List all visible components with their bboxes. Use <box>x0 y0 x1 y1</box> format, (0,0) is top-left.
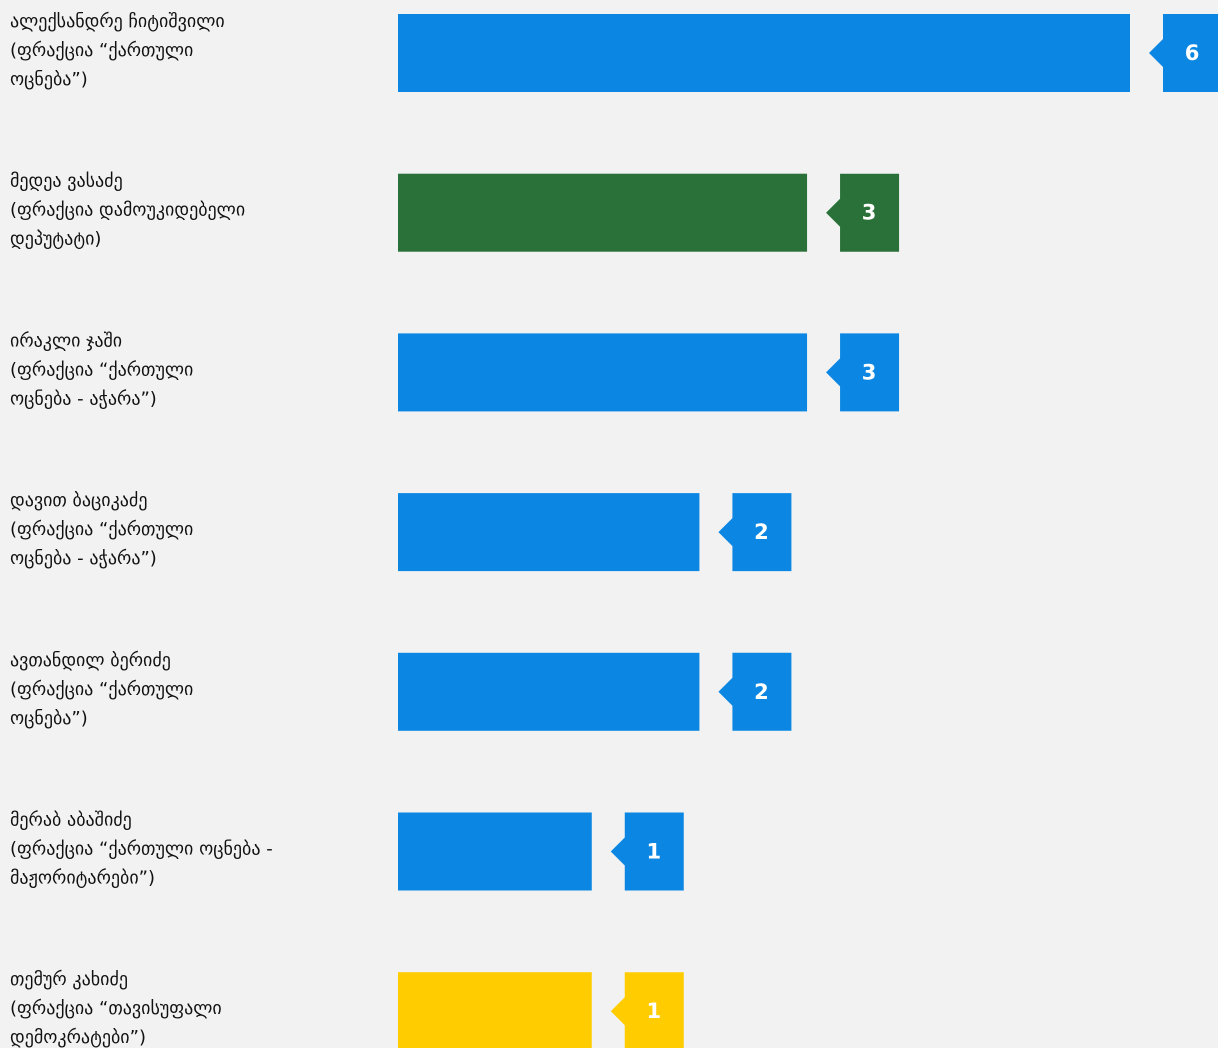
category-label: მედეა ვასაძე <box>10 171 123 192</box>
category-label: მერაბ აბაშიძე <box>10 810 132 831</box>
bar <box>398 652 700 731</box>
value-badge <box>826 173 900 252</box>
value-label: 3 <box>862 360 877 384</box>
category-label: ირაკლი ჯაში <box>10 330 122 351</box>
category-label: მაჟორიტარები”) <box>10 868 155 889</box>
category-label: ალექსანდრე ჩიტიშვილი <box>10 11 225 32</box>
category-label: დემოკრატები”) <box>10 1027 146 1048</box>
category-label: (ფრაქცია დამოუკიდებელი <box>10 200 245 221</box>
bar <box>398 972 592 1048</box>
bar <box>398 493 700 572</box>
category-label: თემურ კახიძე <box>10 969 128 990</box>
category-label: ოცნება - აჭარა”) <box>10 548 157 569</box>
value-badge <box>826 333 900 412</box>
bar <box>398 173 808 252</box>
category-label: (ფრაქცია “ქართული <box>10 359 193 380</box>
category-label: (ფრაქცია “ქართული ოცნება - <box>10 839 273 860</box>
category-label: ოცნება - აჭარა”) <box>10 388 157 409</box>
bar <box>398 14 1130 92</box>
value-badge <box>1149 14 1218 92</box>
category-label: დეპუტატი) <box>10 229 101 250</box>
category-label: (ფრაქცია “თავისუფალი <box>10 998 222 1019</box>
category-label: ავთანდილ ბერიძე <box>10 650 171 671</box>
value-badge <box>610 972 684 1048</box>
category-label: (ფრაქცია “ქართული <box>10 679 193 700</box>
category-label: დავით ბაციკაძე <box>10 490 147 511</box>
value-badge <box>718 493 792 572</box>
value-label: 3 <box>862 201 877 225</box>
value-label: 2 <box>754 680 769 704</box>
bar <box>398 812 592 891</box>
category-label: ოცნება”) <box>10 69 88 90</box>
category-label: (ფრაქცია “ქართული <box>10 40 193 61</box>
value-label: 1 <box>646 840 661 864</box>
category-label: ოცნება”) <box>10 708 88 729</box>
value-badge <box>610 812 684 891</box>
category-label: (ფრაქცია “ქართული <box>10 519 193 540</box>
bar <box>398 333 808 412</box>
value-label: 6 <box>1185 41 1200 65</box>
value-label: 2 <box>754 520 769 544</box>
value-label: 1 <box>646 999 661 1023</box>
value-badge <box>718 652 792 731</box>
